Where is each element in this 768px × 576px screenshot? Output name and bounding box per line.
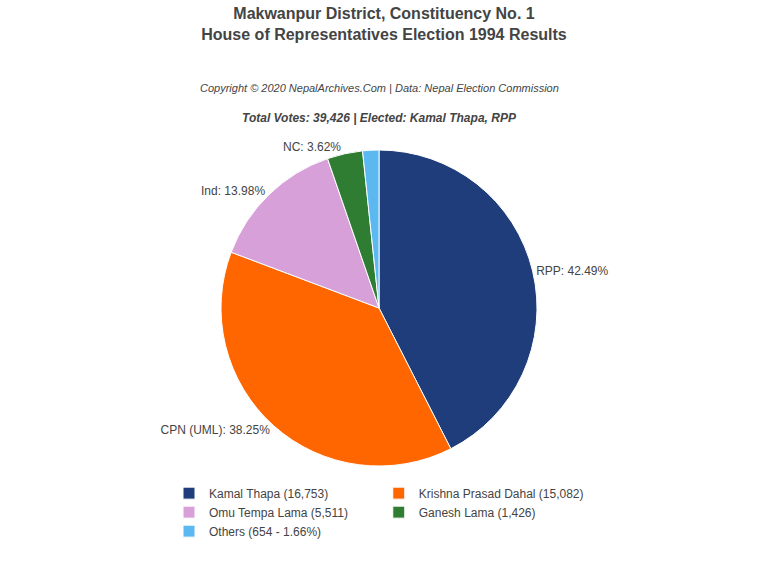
svg-text:RPP: 42.49%: RPP: 42.49% <box>536 264 608 278</box>
svg-text:Makwanpur District, Constituen: Makwanpur District, Constituency No. 1Ho… <box>201 5 567 43</box>
svg-text:Ganesh Lama (1,426): Ganesh Lama (1,426) <box>419 506 536 520</box>
svg-text:Others (654 - 1.66%): Others (654 - 1.66%) <box>209 525 321 539</box>
svg-text:Total Votes: 39,426 | Elected:: Total Votes: 39,426 | Elected: Kamal Tha… <box>242 111 517 125</box>
svg-text:Omu Tempa Lama (5,511): Omu Tempa Lama (5,511) <box>209 506 348 520</box>
svg-text:Kamal Thapa (16,753): Kamal Thapa (16,753) <box>209 487 328 501</box>
svg-text:Krishna Prasad Dahal (15,082): Krishna Prasad Dahal (15,082) <box>419 487 584 501</box>
svg-text:NC: 3.62%: NC: 3.62% <box>283 140 341 154</box>
svg-text:Ind: 13.98%: Ind: 13.98% <box>201 184 265 198</box>
svg-text:CPN (UML): 38.25%: CPN (UML): 38.25% <box>160 423 270 437</box>
svg-text:Copyright © 2020 NepalArchives: Copyright © 2020 NepalArchives.Com | Dat… <box>200 82 559 94</box>
